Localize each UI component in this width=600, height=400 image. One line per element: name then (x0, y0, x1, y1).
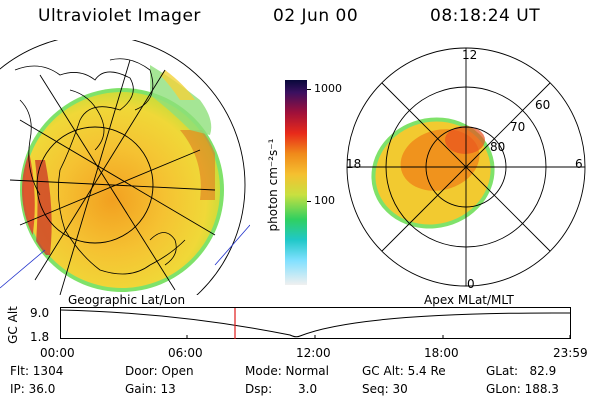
geographic-image (0, 40, 250, 295)
polar-plot (346, 47, 586, 287)
colorbar-tick (307, 201, 311, 202)
altitude-timeline (60, 307, 571, 339)
ip-value: IP: 36.0 (10, 382, 56, 396)
lat-label-70: 70 (510, 120, 526, 134)
door-status: Door: Open (125, 364, 194, 378)
mlt-label-12: 12 (462, 48, 478, 62)
colorbar-tick (307, 89, 311, 90)
geographic-longitude: GLon: 188.3 (486, 382, 559, 396)
timeline-x-tick: 23:59 (553, 346, 588, 360)
geographic-latitude: GLat: 82.9 (486, 364, 557, 378)
mode-value: Mode: Normal (245, 364, 329, 378)
timeline-x-tick: 18:00 (424, 346, 459, 360)
timeline-left-label: Geographic Lat/Lon (68, 293, 186, 307)
timeline-y-tick: 1.8 (30, 330, 50, 344)
app-title: Ultraviolet Imager (38, 6, 201, 26)
lat-label-80: 80 (490, 140, 506, 154)
timeline-y-tick: 9.0 (30, 306, 50, 320)
mlt-label-0: 0 (467, 277, 475, 291)
sequence-number: Seq: 30 (362, 382, 408, 396)
colorbar-unit-label: photon cm⁻²s⁻¹ (266, 138, 280, 232)
mlt-label-18: 18 (346, 157, 362, 171)
dsp-label: Dsp: (245, 382, 273, 396)
timeline-x-tick: 00:00 (40, 346, 75, 360)
timeline-right-label: Apex MLat/MLT (424, 293, 514, 307)
timeline-y-label: GC Alt (5, 306, 20, 344)
colorbar (285, 80, 307, 285)
flight-number: Flt: 1304 (10, 364, 64, 378)
gc-altitude: GC Alt: 5.4 Re (362, 364, 446, 378)
timeline-x-tick: 06:00 (168, 346, 203, 360)
colorbar-tick-label: 1000 (314, 82, 342, 95)
colorbar-tick-label: 100 (314, 194, 335, 207)
mlt-label-6: 6 (575, 157, 583, 171)
time-label: 08:18:24 UT (430, 6, 541, 26)
gain-value: Gain: 13 (125, 382, 176, 396)
date-label: 02 Jun 00 (273, 6, 359, 26)
timeline-x-tick: 12:00 (296, 346, 331, 360)
lat-label-60: 60 (535, 98, 551, 112)
dsp-value: 3.0 (298, 382, 318, 396)
